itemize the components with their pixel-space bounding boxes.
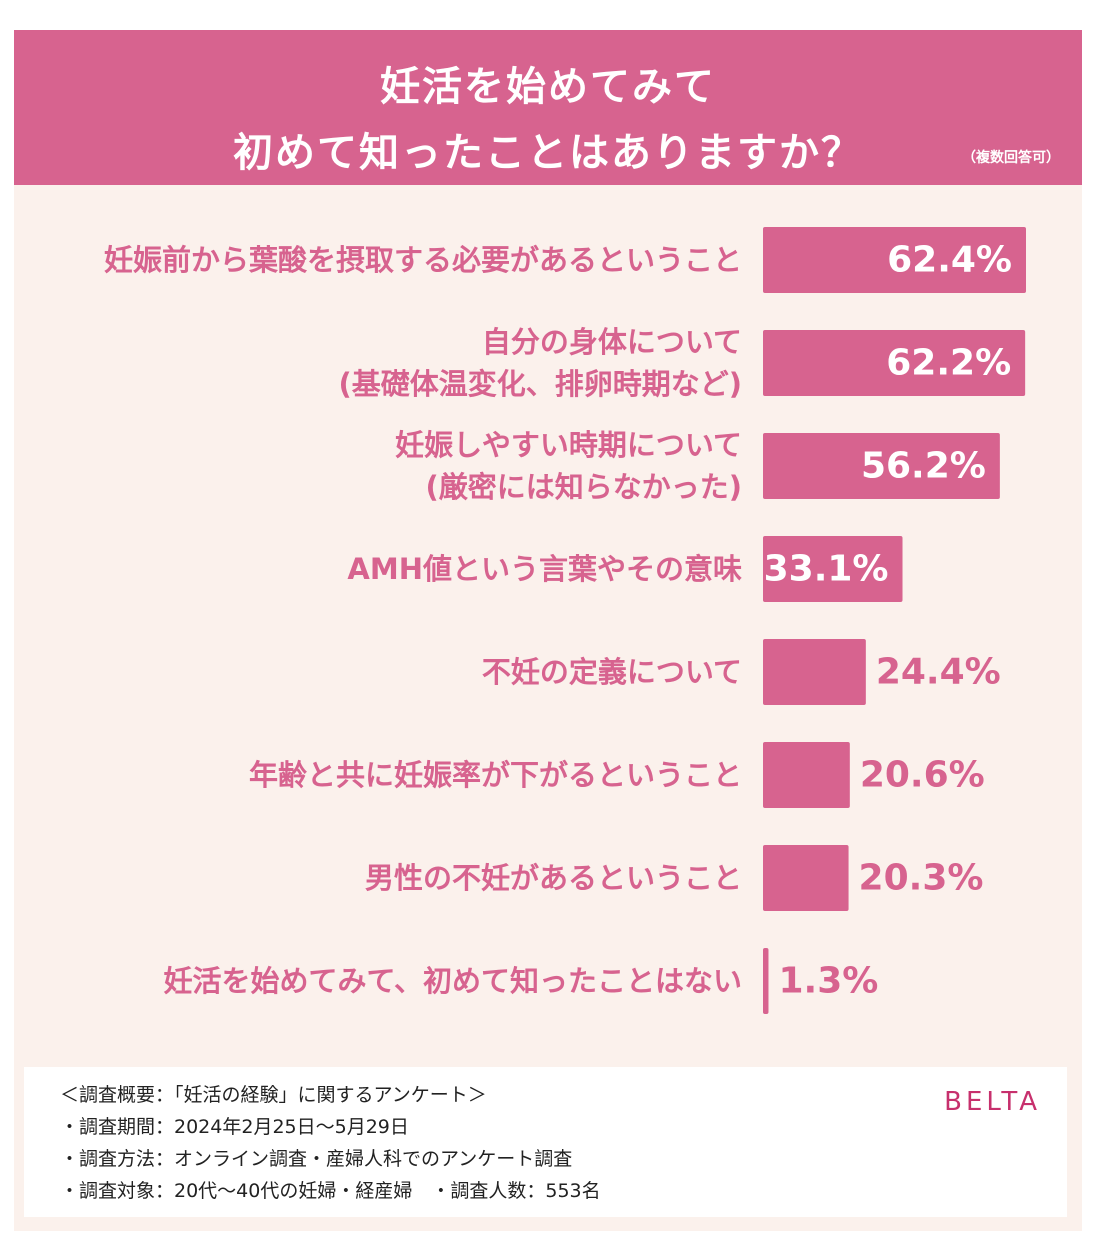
title-line-2: 初めて知ったことはありますか？ [233, 130, 863, 176]
bar-chart: 妊娠前から葉酸を摂取する必要があるということ 62.4% 自分の身体について (基礎体… [104, 227, 1026, 1014]
bar [763, 845, 849, 911]
category-label: (基礎体温変化、排卵時期など) [338, 367, 742, 401]
survey-line: ・調査対象：20代〜40代の妊婦・経産婦 ・調査人数：553名 [60, 1180, 601, 1202]
survey-line: ・調査期間：2024年2月25日〜5月29日 [60, 1116, 409, 1138]
value-label: 62.2% [886, 343, 1011, 384]
value-label: 1.3% [778, 961, 878, 1002]
value-label: 56.2% [861, 446, 986, 487]
bar [763, 742, 850, 808]
survey-footer: ＜調査概要：「妊活の経験」に関するアンケート＞ ・調査期間：2024年2月25日… [24, 1067, 1067, 1217]
category-label: 自分の身体について [482, 325, 742, 359]
value-label: 62.4% [887, 240, 1012, 281]
category-label: AMH値という言葉やその意味 [347, 552, 742, 586]
category-label: 妊娠しやすい時期について [395, 428, 742, 462]
value-label: 33.1% [764, 549, 889, 590]
belta-logo: BELTA [944, 1087, 1041, 1117]
value-label: 20.6% [860, 755, 985, 796]
title-line-1: 妊活を始めてみて [380, 64, 716, 110]
multiple-answers-note: （複数回答可） [962, 150, 1060, 166]
survey-line: ・調査方法：オンライン調査・産婦人科でのアンケート調査 [60, 1148, 573, 1170]
bar [763, 433, 1000, 499]
category-label: 妊娠前から葉酸を摂取する必要があるということ [104, 243, 742, 277]
survey-summary: ＜調査概要：「妊活の経験」に関するアンケート＞ ・調査期間：2024年2月25日… [60, 1079, 601, 1207]
category-label: 不妊の定義について [482, 655, 742, 689]
category-label: (厳密には知らなかった) [425, 470, 742, 504]
bar [763, 536, 903, 602]
value-label: 20.3% [859, 858, 984, 899]
value-label: 24.4% [876, 652, 1001, 693]
bar [763, 948, 769, 1014]
category-label: 年齢と共に妊娠率が下がるということ [249, 758, 742, 792]
survey-line: ＜調査概要：「妊活の経験」に関するアンケート＞ [60, 1084, 487, 1106]
bar [763, 330, 1026, 396]
title-banner: 妊活を始めてみて 初めて知ったことはありますか？ （複数回答可） [14, 30, 1082, 185]
category-label: 妊活を始めてみて、初めて知ったことはない [163, 964, 742, 998]
category-label: 男性の不妊があるということ [365, 861, 742, 895]
bar [763, 639, 866, 705]
bar [763, 227, 1026, 293]
infographic-frame: 妊活を始めてみて 初めて知ったことはありますか？ （複数回答可） 妊娠前から葉酸… [14, 30, 1082, 1231]
